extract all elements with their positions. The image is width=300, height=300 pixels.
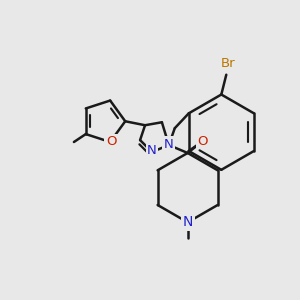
Text: N: N [182, 215, 193, 229]
Text: N: N [147, 145, 157, 158]
Text: O: O [106, 136, 116, 148]
Text: Br: Br [221, 57, 236, 70]
Text: N: N [164, 138, 174, 151]
Text: O: O [197, 135, 208, 148]
